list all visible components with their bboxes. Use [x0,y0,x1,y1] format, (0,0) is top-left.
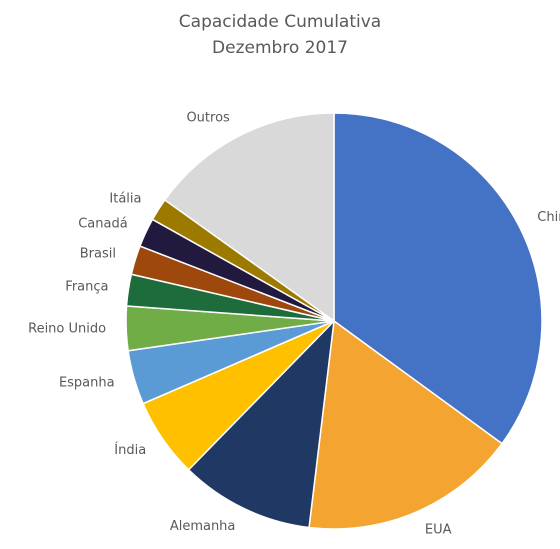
slice-label-espanha: Espanha [59,376,115,391]
slice-label-india: Índia [114,442,146,458]
pie-slice-outros [163,112,335,323]
pie-slice-china [333,112,543,445]
slice-label-italia: Itália [109,191,141,206]
chart-title-line-2: Dezembro 2017 [212,38,348,58]
slice-label-china: China [537,210,560,225]
slice-label-brasil: Brasil [80,247,116,262]
slice-label-franca: França [65,280,108,295]
pie-slice-alemanha [187,318,336,529]
slice-label-reino-unido: Reino Unido [28,322,106,337]
slice-label-canada: Canadá [78,217,127,232]
slice-label-eua: EUA [425,523,452,538]
slice-label-outros: Outros [186,111,230,126]
chart-title-line-1: Capacidade Cumulativa [178,12,382,32]
pie-slice-eua [308,319,504,530]
slice-label-alemanha: Alemanha [170,519,236,534]
